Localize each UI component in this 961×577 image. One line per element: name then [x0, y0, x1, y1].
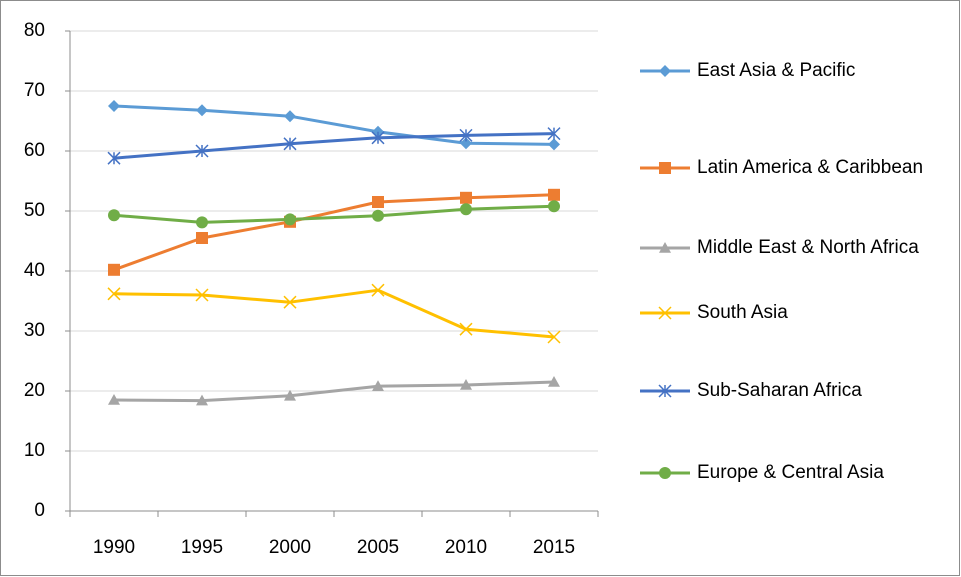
marker: [372, 196, 384, 208]
marker: [547, 330, 561, 344]
marker: [372, 209, 384, 222]
x-tick-label: 2010: [445, 537, 487, 558]
marker: [460, 191, 472, 204]
marker: [548, 200, 560, 213]
legend-item: Latin America & Caribbean: [640, 157, 923, 178]
x-tick-label: 2005: [357, 537, 399, 558]
marker: [196, 216, 208, 229]
marker: [107, 287, 121, 301]
marker: [108, 209, 120, 222]
marker: [659, 242, 671, 253]
y-tick-label: 60: [24, 140, 45, 161]
x-tick-label: 1990: [93, 537, 135, 558]
marker: [284, 110, 296, 123]
marker: [659, 65, 671, 77]
y-tick-label: 50: [24, 200, 45, 221]
marker: [107, 151, 121, 165]
series-line: [113, 104, 555, 146]
y-tick-label: 30: [24, 320, 45, 341]
legend-item: Sub-Saharan Africa: [640, 380, 862, 401]
legend-label: South Asia: [697, 302, 788, 323]
marker: [659, 162, 671, 174]
marker: [195, 288, 209, 302]
marker: [196, 232, 208, 244]
marker: [372, 380, 384, 391]
legend-label: Sub-Saharan Africa: [697, 380, 862, 401]
legend-item: Middle East & North Africa: [640, 237, 919, 258]
x-tick-label: 1995: [181, 537, 223, 558]
legend-item: East Asia & Pacific: [640, 60, 855, 81]
marker: [548, 376, 560, 387]
y-tick-label: 0: [34, 500, 45, 521]
legend-label: Europe & Central Asia: [697, 462, 884, 483]
series-line: [113, 132, 555, 160]
legend-item: Europe & Central Asia: [640, 462, 884, 483]
y-tick-label: 70: [24, 80, 45, 101]
marker: [196, 394, 208, 406]
marker: [658, 306, 672, 320]
marker: [284, 389, 296, 401]
marker: [459, 322, 473, 336]
marker: [547, 127, 561, 141]
legend-item: South Asia: [640, 302, 788, 323]
marker: [196, 104, 208, 117]
marker: [460, 379, 472, 390]
marker: [283, 137, 297, 151]
marker: [371, 131, 385, 145]
y-tick-label: 40: [24, 260, 45, 281]
legend-label: Middle East & North Africa: [697, 237, 919, 258]
y-tick-label: 80: [24, 20, 45, 41]
x-tick-label: 2000: [269, 537, 311, 558]
series-line: [113, 380, 555, 403]
marker: [371, 283, 385, 297]
marker: [548, 188, 560, 201]
series-line: [113, 204, 555, 224]
y-tick-label: 20: [24, 380, 45, 401]
marker: [459, 128, 473, 142]
marker: [659, 467, 671, 479]
series-line: [113, 288, 555, 339]
marker: [658, 384, 672, 398]
series-line: [113, 193, 555, 272]
legend-label: East Asia & Pacific: [697, 60, 855, 81]
x-tick-label: 2015: [533, 537, 575, 558]
marker: [195, 144, 209, 158]
marker: [283, 295, 297, 309]
y-tick-label: 10: [24, 440, 45, 461]
marker: [460, 203, 472, 216]
marker: [460, 137, 472, 150]
marker: [108, 100, 120, 112]
marker: [108, 263, 120, 276]
legend-label: Latin America & Caribbean: [697, 157, 923, 178]
marker: [548, 138, 560, 151]
marker: [108, 394, 120, 405]
marker: [284, 213, 296, 226]
